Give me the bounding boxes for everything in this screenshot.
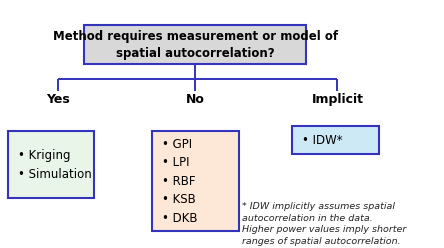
FancyBboxPatch shape — [84, 25, 306, 64]
Text: • GPI
• LPI
• RBF
• KSB
• DKB: • GPI • LPI • RBF • KSB • DKB — [162, 138, 197, 224]
Text: • IDW*: • IDW* — [302, 134, 342, 147]
Text: Method requires measurement or model of
spatial autocorrelation?: Method requires measurement or model of … — [53, 30, 338, 60]
FancyBboxPatch shape — [292, 126, 378, 154]
Text: * IDW implicitly assumes spatial
autocorrelation in the data.
Higher power value: * IDW implicitly assumes spatial autocor… — [242, 202, 406, 246]
Text: Implicit: Implicit — [311, 93, 364, 106]
Text: No: No — [186, 93, 205, 106]
FancyBboxPatch shape — [8, 131, 95, 198]
FancyBboxPatch shape — [152, 131, 239, 231]
Text: • Kriging
• Simulation: • Kriging • Simulation — [18, 149, 91, 181]
Text: Yes: Yes — [46, 93, 70, 106]
